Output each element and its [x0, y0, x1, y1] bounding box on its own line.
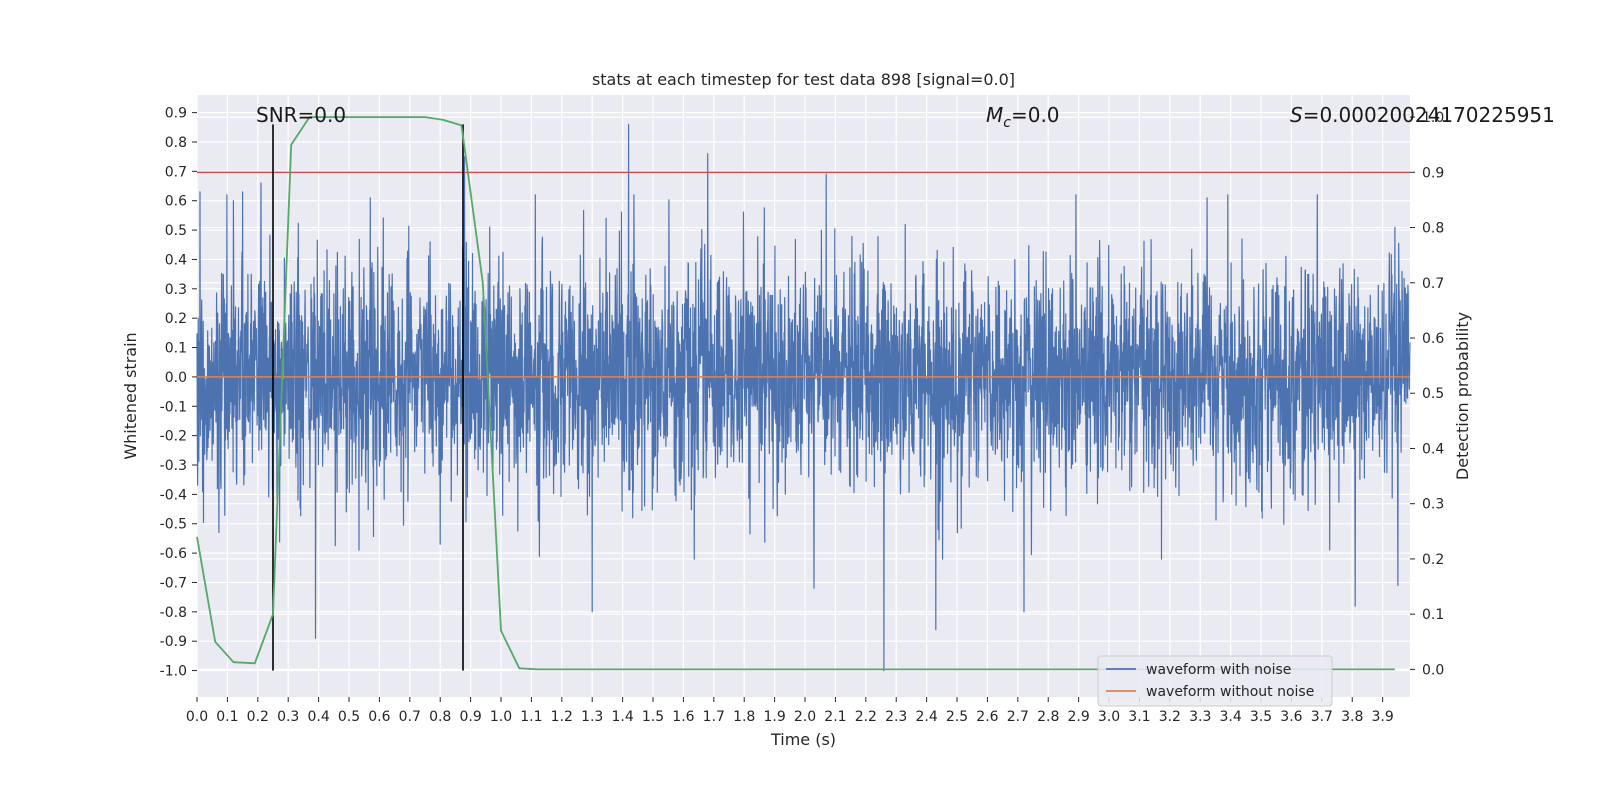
y-tick-label: -1.0 [160, 664, 187, 680]
snr-annotation: SNR=0.0 [256, 103, 346, 127]
mc-subscript: c [1003, 115, 1011, 131]
x-tick-label: 2.1 [824, 709, 846, 725]
y-right-tick-label: 0.0 [1422, 662, 1444, 678]
x-tick-label: 0.7 [399, 709, 421, 725]
y-tick-label: 0.2 [165, 311, 187, 327]
x-tick-label: 1.5 [642, 709, 664, 725]
y-tick-label: -0.3 [160, 458, 187, 474]
score-annotation: S=0.00020024170225951 [1290, 103, 1555, 127]
x-tick-label: 1.0 [490, 709, 512, 725]
x-tick-label: 2.5 [946, 709, 968, 725]
x-tick-label: 3.3 [1189, 709, 1211, 725]
x-tick-label: 2.2 [855, 709, 877, 725]
mc-value: =0.0 [1011, 103, 1060, 127]
y-tick-label: -0.8 [160, 605, 187, 621]
y-tick-label: 0.3 [165, 282, 187, 298]
y-tick-label: -0.1 [160, 399, 187, 415]
x-tick-label: 3.5 [1250, 709, 1272, 725]
axes: 0.0 0.1 0.2 0.3 0.4 0.5 0.6 0.7 0.8 0.9 1.0 1.1 1.2 1… [160, 106, 1445, 725]
mc-symbol: M [986, 103, 1003, 127]
y-tick-label: -0.7 [160, 575, 187, 591]
x-tick-label: 0.4 [307, 709, 329, 725]
y-tick-label: 0.5 [165, 223, 187, 239]
y-right-tick-label: 0.4 [1422, 441, 1444, 457]
x-tick-label: 0.1 [216, 709, 238, 725]
x-tick-label: 2.7 [1007, 709, 1029, 725]
legend: waveform with noise waveform without noi… [1097, 655, 1333, 707]
x-tick-label: 3.6 [1280, 709, 1302, 725]
x-tick-label: 2.4 [915, 709, 937, 725]
y-tick-label: 0.1 [165, 341, 187, 357]
x-tick-label: 0.5 [338, 709, 360, 725]
detection-probability-line [196, 116, 1395, 671]
y-right-tick-label: 0.3 [1422, 497, 1444, 513]
x-tick-label: 1.4 [611, 709, 633, 725]
x-axis-title: Time (s) [770, 730, 836, 749]
x-tick-label: 3.7 [1311, 709, 1333, 725]
x-tick-label: 3.0 [1098, 709, 1120, 725]
x-tick-label: 0.8 [429, 709, 451, 725]
y-tick-label: 0.6 [165, 194, 187, 210]
legend-box [1097, 655, 1333, 707]
waveform-with-noise-series [196, 123, 1411, 672]
noisy-waveform-line [196, 123, 1411, 672]
x-tick-label: 1.2 [551, 709, 573, 725]
x-tick-label: 1.1 [520, 709, 542, 725]
x-tick-label: 2.0 [794, 709, 816, 725]
chirp-mass-annotation: Mc=0.0 [986, 103, 1060, 131]
x-tick-label: 2.6 [976, 709, 998, 725]
y-right-tick-label: 0.8 [1422, 221, 1444, 237]
x-tick-label: 3.1 [1128, 709, 1150, 725]
y-tick-label: -0.4 [160, 487, 187, 503]
chart-title: stats at each timestep for test data 898… [592, 70, 1015, 89]
x-tick-label: 2.3 [885, 709, 907, 725]
y-tick-label: -0.5 [160, 517, 187, 533]
y-tick-label: -0.2 [160, 429, 187, 445]
x-tick-label: 3.9 [1372, 709, 1394, 725]
s-symbol: S [1290, 103, 1303, 127]
y-tick-label: 0.7 [165, 164, 187, 180]
y-tick-label: 0.4 [165, 252, 187, 268]
y-tick-label: 0.9 [165, 106, 187, 122]
y-tick-label: -0.9 [160, 634, 187, 650]
y-right-tick-label: 0.7 [1422, 276, 1444, 292]
x-tick-label: 2.8 [1037, 709, 1059, 725]
s-value: =0.00020024170225951 [1303, 103, 1555, 127]
y-right-tick-label: 0.5 [1422, 386, 1444, 402]
x-tick-label: 1.6 [672, 709, 694, 725]
y-right-axis-title: Detection probability [1453, 312, 1472, 480]
x-tick-label: 2.9 [1067, 709, 1089, 725]
detection-probability-series [196, 116, 1395, 671]
x-tick-label: 3.2 [1159, 709, 1181, 725]
x-tick-label: 1.3 [581, 709, 603, 725]
x-tick-label: 3.8 [1341, 709, 1363, 725]
x-tick-label: 0.2 [247, 709, 269, 725]
x-tick-label: 0.3 [277, 709, 299, 725]
y-right-tick-label: 0.6 [1422, 331, 1444, 347]
y-tick-label: -0.6 [160, 546, 187, 562]
legend-label-clean: waveform without noise [1146, 684, 1314, 700]
x-tick-label: 0.9 [459, 709, 481, 725]
y-tick-label: 0.0 [165, 370, 187, 386]
y-right-tick-label: 1.0 [1422, 110, 1444, 126]
vertical-markers [272, 124, 464, 671]
x-tick-label: 0.6 [368, 709, 390, 725]
x-tick-label: 1.7 [703, 709, 725, 725]
y-tick-label: 0.8 [165, 135, 187, 151]
x-tick-label: 1.9 [763, 709, 785, 725]
x-tick-label: 1.8 [733, 709, 755, 725]
x-tick-label: 0.0 [186, 709, 208, 725]
legend-label-noisy: waveform with noise [1146, 662, 1291, 678]
y-right-tick-label: 0.9 [1422, 165, 1444, 181]
y-right-tick-label: 0.1 [1422, 607, 1444, 623]
x-tick-label: 3.4 [1220, 709, 1242, 725]
y-right-tick-label: 0.2 [1422, 552, 1444, 568]
y-axis-title: Whitened strain [121, 332, 140, 459]
